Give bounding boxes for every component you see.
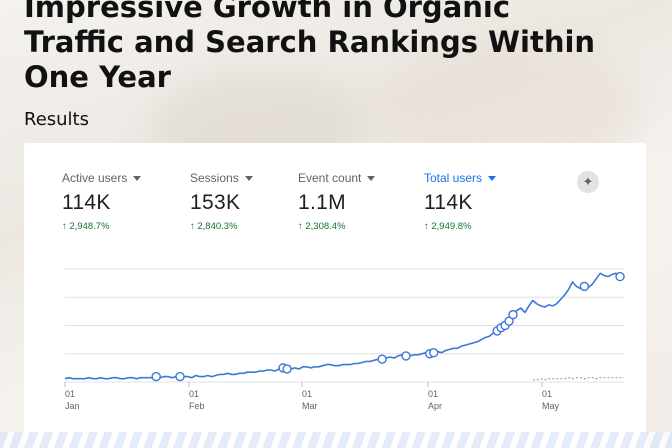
x-tick-month: Mar bbox=[302, 401, 318, 411]
metric-name[interactable]: Total users bbox=[424, 171, 497, 185]
metric-change: ↑ 2,308.4% bbox=[298, 221, 346, 232]
x-tick-month: Feb bbox=[189, 401, 205, 411]
x-tick-day: 01 bbox=[542, 389, 552, 399]
metric-event-count[interactable]: Event count 1.1M ↑ 2,308.4% bbox=[298, 171, 376, 232]
metric-change: ↑ 2,948.7% bbox=[62, 221, 110, 232]
annotation-marker bbox=[508, 309, 518, 320]
metric-value: 114K bbox=[62, 191, 111, 214]
x-tick-month: May bbox=[542, 401, 560, 411]
page-headline: Impressive Growth in Organic Traffic and… bbox=[24, 0, 644, 95]
metric-active-users[interactable]: Active users 114K ↑ 2,948.7% bbox=[62, 171, 142, 232]
annotation-marker bbox=[579, 281, 590, 292]
annotation-marker bbox=[151, 371, 161, 382]
metric-value: 1.1M bbox=[298, 191, 346, 214]
x-tick-day: 01 bbox=[65, 389, 75, 399]
annotation-marker bbox=[175, 371, 185, 382]
metric-total-users[interactable]: Total users 114K ↑ 2,949.8% bbox=[424, 171, 497, 232]
metric-name[interactable]: Active users bbox=[62, 171, 142, 185]
x-tick-day: 01 bbox=[189, 389, 199, 399]
annotation-marker bbox=[282, 364, 292, 374]
dropdown-caret-icon bbox=[367, 176, 376, 182]
headline-line-2: Traffic and Search Rankings Within bbox=[24, 25, 596, 59]
x-tick-day: 01 bbox=[302, 389, 312, 399]
analytics-card: Active users 114K ↑ 2,948.7% Sessions 15… bbox=[24, 143, 646, 448]
annotation-marker bbox=[401, 351, 411, 361]
decorative-band bbox=[0, 432, 672, 448]
users-line-chart: 01 Jan 01 Feb 01 Mar 01 Apr 01 May bbox=[64, 268, 625, 411]
x-tick-month: Apr bbox=[428, 401, 442, 411]
x-tick-month: Jan bbox=[65, 401, 80, 411]
x-tick-day: 01 bbox=[428, 389, 438, 399]
metric-value: 114K bbox=[424, 191, 473, 214]
metric-name[interactable]: Sessions bbox=[190, 171, 253, 185]
headline-line-1: Impressive Growth in Organic bbox=[24, 0, 511, 24]
insights-icon[interactable]: ✦ bbox=[577, 171, 599, 193]
metric-name[interactable]: Event count bbox=[298, 171, 376, 185]
metric-sessions[interactable]: Sessions 153K ↑ 2,840.3% bbox=[190, 171, 253, 232]
results-label: Results bbox=[24, 109, 89, 130]
headline-line-3: One Year bbox=[24, 60, 171, 94]
annotation-marker bbox=[615, 271, 625, 282]
dropdown-caret-icon bbox=[244, 176, 253, 182]
dropdown-caret-icon bbox=[133, 176, 142, 182]
annotation-marker bbox=[429, 347, 439, 358]
metric-change: ↑ 2,949.8% bbox=[424, 221, 472, 232]
annotation-marker bbox=[377, 354, 387, 364]
metric-change: ↑ 2,840.3% bbox=[190, 221, 238, 232]
comparison-series-line bbox=[532, 377, 624, 381]
dropdown-caret-icon bbox=[488, 176, 497, 182]
metric-value: 153K bbox=[190, 191, 241, 214]
